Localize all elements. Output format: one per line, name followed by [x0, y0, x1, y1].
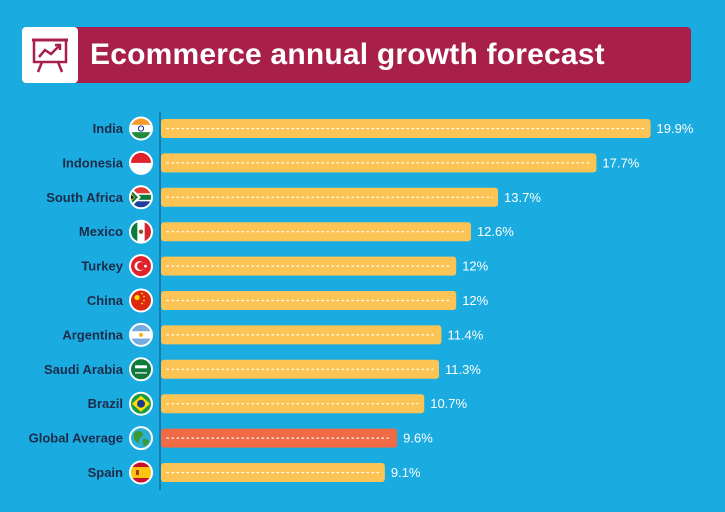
globe-icon [129, 426, 153, 451]
chart-title: Ecommerce annual growth forecast [90, 38, 605, 71]
china-flag-icon [129, 288, 153, 313]
argentina-flag-icon [129, 322, 153, 347]
value-label: 10.7% [430, 396, 467, 411]
value-label: 11.4% [447, 327, 483, 342]
spain-flag-icon [129, 460, 153, 485]
brazil-flag-icon [129, 391, 153, 416]
indonesia-flag-icon [129, 150, 153, 175]
presentation-chart-icon [22, 27, 78, 83]
bar [161, 187, 499, 207]
category-label: Global Average [29, 431, 123, 446]
category-label: Indonesia [62, 155, 123, 170]
category-label: Turkey [81, 259, 123, 274]
value-label: 9.6% [403, 431, 433, 446]
value-label: 12% [462, 259, 488, 274]
saudi-arabia-flag-icon [129, 357, 153, 382]
value-label: 12% [462, 293, 488, 308]
india-flag-icon [129, 116, 153, 141]
bar [161, 119, 651, 138]
mexico-flag-icon [129, 219, 153, 244]
turkey-flag-icon [129, 254, 153, 279]
category-label: Argentina [62, 327, 123, 342]
value-label: 9.1% [391, 465, 421, 480]
category-label: South Africa [46, 190, 124, 205]
category-label: Mexico [79, 224, 123, 239]
bar [161, 222, 471, 242]
bar [161, 325, 442, 345]
value-label: 13.7% [504, 190, 541, 205]
value-label: 19.9% [657, 121, 694, 136]
value-label: 11.3% [445, 362, 481, 377]
category-label: Saudi Arabia [44, 362, 124, 377]
value-label: 12.6% [477, 224, 514, 239]
category-label: China [87, 293, 124, 308]
category-label: Spain [88, 465, 123, 480]
category-label: India [93, 121, 124, 136]
south-africa-flag-icon [129, 185, 153, 210]
category-label: Brazil [88, 396, 123, 411]
title-banner: Ecommerce annual growth forecast [22, 27, 691, 83]
value-label: 17.7% [602, 155, 639, 170]
bar [161, 359, 439, 379]
